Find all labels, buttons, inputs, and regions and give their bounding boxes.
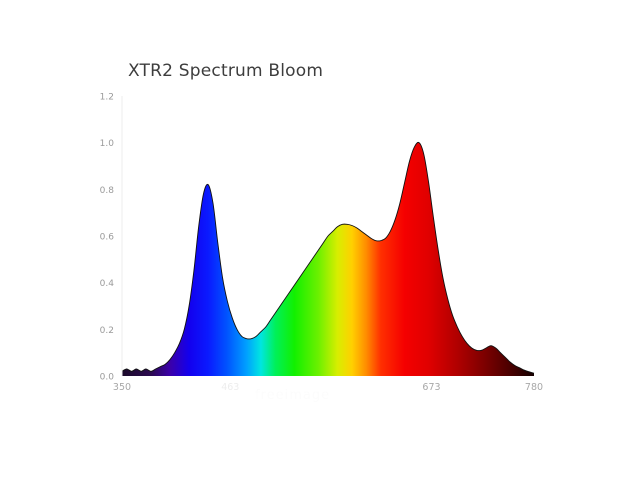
spectrum-area-fill <box>122 142 534 376</box>
x-tick-label: 463 <box>221 382 239 393</box>
y-tick-label: 0.8 <box>100 186 115 196</box>
spectrum-area-group <box>121 141 535 376</box>
y-tick-label: 0.2 <box>100 326 114 336</box>
y-tick-label: 1.2 <box>100 93 114 103</box>
x-axis-ticks: 350 463 673 780 <box>113 382 543 393</box>
x-tick-label: 673 <box>422 382 440 393</box>
y-tick-label: 0.4 <box>100 279 115 289</box>
x-tick-label: 780 <box>525 382 543 393</box>
y-tick-label: 1.0 <box>100 139 115 149</box>
y-tick-label: 0.6 <box>100 233 115 243</box>
y-axis-ticks: 0.0 0.2 0.4 0.6 0.8 1.0 1.2 <box>100 93 115 383</box>
chart-title: XTR2 Spectrum Bloom <box>128 61 324 81</box>
spectrum-curve-outline <box>121 141 535 374</box>
x-tick-label: 350 <box>113 382 131 393</box>
y-tick-label: 0.0 <box>100 373 115 383</box>
watermark-text: freeimage <box>255 388 331 403</box>
